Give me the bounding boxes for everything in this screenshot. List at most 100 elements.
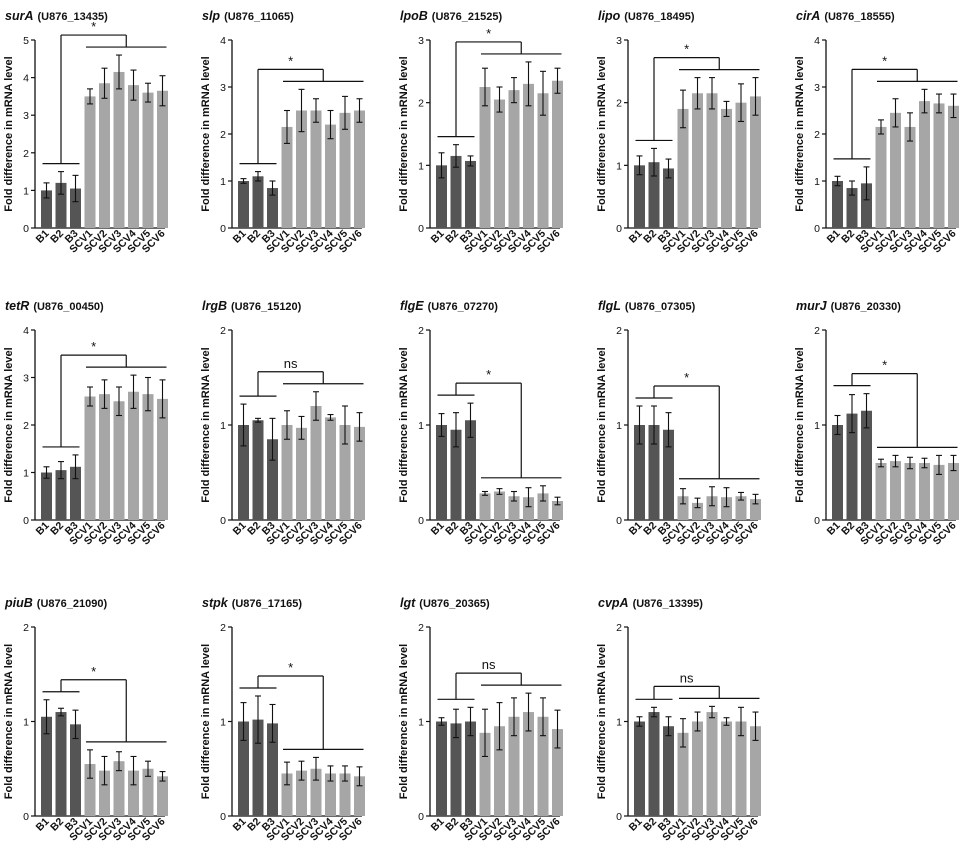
significance-label: * — [91, 19, 96, 34]
bar-SCV5 — [933, 103, 945, 228]
y-axis-label: Fold difference in mRNA level — [596, 56, 608, 211]
bar-B2 — [648, 162, 660, 228]
locus-id: (U876_17165) — [232, 598, 303, 610]
bar-SCV6 — [552, 501, 563, 520]
chart-title: murJ (U876_20330) — [796, 299, 901, 313]
gene-name: lipo — [598, 9, 621, 23]
y-tick-label: 1 — [220, 176, 226, 188]
chart-title: lgt (U876_20365) — [400, 596, 490, 610]
bar-B1 — [41, 190, 52, 228]
y-tick-label: 1 — [418, 420, 424, 432]
y-axis-label: Fold difference in mRNA level — [596, 644, 608, 799]
bar-B2 — [252, 719, 264, 816]
y-tick-label: 2 — [23, 622, 29, 634]
bar-B3 — [267, 439, 278, 520]
bar-SCV5 — [933, 464, 945, 520]
bar-SCV4 — [523, 497, 534, 520]
bar-B3 — [663, 168, 674, 228]
bar-B2 — [450, 155, 462, 228]
bar-SCV1 — [677, 108, 689, 228]
bar-SCV6 — [354, 110, 365, 228]
bar-SCV2 — [692, 721, 703, 816]
significance-label: ns — [284, 356, 298, 371]
y-axis-label: Fold difference in mRNA level — [3, 56, 15, 211]
gene-name: cirA — [796, 9, 820, 23]
significance-label: * — [486, 26, 491, 41]
bar-B1 — [832, 181, 843, 228]
y-tick-label: 1 — [814, 420, 820, 432]
bar-B1 — [238, 721, 249, 816]
chart-panel-flgE: flgE (U876_07270) Fold difference in mRNA … — [398, 299, 563, 548]
bar-SCV2 — [692, 93, 703, 229]
bar-B1 — [634, 165, 645, 228]
bar-SCV5 — [142, 768, 154, 816]
y-tick-label: 1 — [616, 160, 622, 172]
y-tick-label: 4 — [814, 35, 820, 47]
bar-SCV2 — [494, 726, 505, 816]
locus-id: (U876_07305) — [625, 301, 696, 313]
bar-SCV2 — [99, 83, 110, 229]
chart-panel-cirA: cirA (U876_18555) Fold difference in mRNA … — [794, 9, 959, 256]
chart-title: lipo (U876_18495) — [598, 9, 695, 23]
bar-SCV3 — [706, 93, 718, 229]
y-tick-label: 2 — [418, 98, 424, 110]
locus-id: (U876_21525) — [432, 11, 503, 23]
bar-SCV2 — [692, 502, 703, 520]
bar-SCV5 — [537, 716, 549, 816]
bar-SCV4 — [128, 391, 139, 520]
bar-SCV5 — [537, 93, 549, 229]
bar-B3 — [70, 466, 81, 520]
bar-SCV1 — [84, 764, 96, 816]
bar-SCV2 — [296, 110, 307, 228]
bar-SCV4 — [919, 101, 930, 228]
bar-B2 — [252, 176, 264, 228]
bar-SCV4 — [919, 463, 930, 520]
bar-SCV6 — [750, 726, 761, 816]
bar-SCV5 — [142, 394, 154, 520]
bar-SCV3 — [706, 496, 718, 520]
bar-SCV3 — [904, 126, 916, 228]
bar-B1 — [41, 472, 52, 520]
bar-SCV3 — [508, 716, 520, 816]
bar-SCV6 — [948, 463, 959, 520]
bar-B1 — [634, 425, 645, 520]
bar-SCV4 — [721, 108, 732, 228]
chart-title: flgE (U876_07270) — [400, 299, 498, 313]
chart-title: surA (U876_13435) — [5, 9, 108, 23]
chart-panel-flgL: flgL (U876_07305) Fold difference in mRNA … — [596, 299, 761, 548]
chart-title: lpoB (U876_21525) — [400, 9, 502, 23]
gene-name: surA — [5, 9, 33, 23]
y-tick-label: 0 — [220, 515, 226, 527]
gene-name: lrgB — [202, 299, 227, 313]
y-tick-label: 1 — [418, 160, 424, 172]
y-tick-label: 0 — [616, 811, 622, 823]
bar-SCV2 — [494, 99, 505, 229]
locus-id: (U876_00450) — [33, 301, 104, 313]
locus-id: (U876_20330) — [831, 301, 902, 313]
significance-label: ns — [680, 670, 694, 685]
y-tick-label: 4 — [23, 73, 29, 85]
bar-B2 — [252, 420, 264, 520]
locus-id: (U876_20365) — [419, 598, 490, 610]
bar-SCV6 — [750, 96, 761, 229]
bar-SCV4 — [721, 721, 732, 816]
y-axis-label: Fold difference in mRNA level — [398, 56, 410, 211]
gene-name: piuB — [4, 596, 33, 610]
bar-SCV2 — [99, 770, 110, 816]
chart-title: slp (U876_11065) — [202, 9, 294, 23]
y-tick-label: 0 — [220, 811, 226, 823]
bar-B1 — [436, 425, 447, 520]
y-tick-label: 1 — [220, 420, 226, 432]
y-tick-label: 2 — [814, 129, 820, 141]
gene-name: cvpA — [598, 596, 629, 610]
y-tick-label: 0 — [616, 515, 622, 527]
y-tick-label: 3 — [616, 35, 622, 47]
bar-B1 — [238, 181, 249, 228]
y-axis-label: Fold difference in mRNA level — [794, 56, 806, 211]
bar-B2 — [450, 429, 462, 520]
significance-label: * — [684, 42, 689, 57]
bar-SCV3 — [904, 463, 916, 520]
chart-panel-lgt: lgt (U876_20365) Fold difference in mRNA l… — [398, 596, 563, 844]
significance-label: * — [882, 53, 887, 68]
bar-SCV6 — [354, 426, 365, 520]
